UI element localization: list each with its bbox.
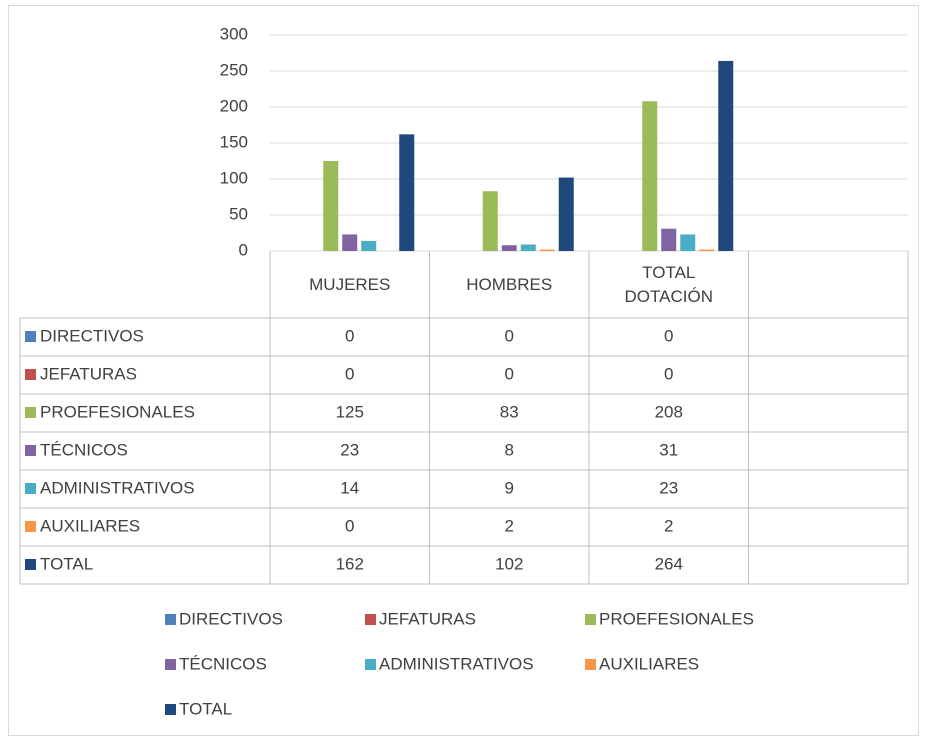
table-value: 0 — [664, 326, 673, 345]
table-row-label: DIRECTIVOS — [40, 326, 144, 345]
legend-swatch — [585, 659, 596, 670]
y-tick-label: 50 — [229, 204, 248, 223]
y-tick-label: 250 — [220, 60, 248, 79]
legend-swatch — [365, 614, 376, 625]
bar — [361, 240, 377, 251]
y-tick-label: 100 — [220, 168, 248, 187]
table-value: 0 — [664, 364, 673, 383]
table-value: 125 — [336, 402, 364, 421]
legend-label: TÉCNICOS — [179, 654, 267, 673]
table-row-label: AUXILIARES — [40, 516, 140, 535]
table-value: 2 — [505, 516, 514, 535]
table-value: 83 — [500, 402, 519, 421]
bar — [699, 249, 715, 251]
category-cell: HOMBRES — [466, 274, 553, 294]
y-tick-label: 150 — [220, 132, 248, 151]
legend-swatch — [25, 559, 36, 570]
x-tick-label: TOTAL DOTACIÓN — [624, 262, 713, 306]
legend-swatch — [165, 704, 176, 715]
x-tick-label: MUJERES — [309, 274, 391, 294]
bar — [642, 101, 658, 252]
table-row-label: TOTAL — [40, 554, 93, 573]
legend-label: TOTAL — [179, 699, 232, 718]
legend-swatch — [165, 614, 176, 625]
legend-swatch — [25, 445, 36, 456]
bar — [718, 60, 734, 251]
legend-swatch — [25, 407, 36, 418]
bar — [501, 245, 517, 251]
table-value: 23 — [340, 440, 359, 459]
table-row-label: ADMINISTRATIVOS — [40, 478, 195, 497]
legend-swatch — [585, 614, 596, 625]
bar — [520, 244, 536, 251]
table-value: 2 — [664, 516, 673, 535]
legend-swatch — [25, 521, 36, 532]
table-value: 162 — [336, 554, 364, 573]
table-value: 0 — [345, 516, 354, 535]
legend-swatch — [25, 369, 36, 380]
bar — [558, 177, 574, 251]
table-value: 0 — [345, 364, 354, 383]
category-cell: MUJERES — [309, 274, 391, 294]
table-value: 0 — [345, 326, 354, 345]
y-tick-label: 0 — [239, 240, 248, 259]
table-value: 23 — [659, 478, 678, 497]
category-cell: TOTAL DOTACIÓN — [624, 262, 713, 306]
x-tick-label: HOMBRES — [466, 274, 553, 294]
legend-swatch — [365, 659, 376, 670]
bar — [323, 161, 339, 251]
table-value: 31 — [659, 440, 678, 459]
legend-label: AUXILIARES — [599, 654, 699, 673]
y-tick-label: 200 — [220, 96, 248, 115]
table-value: 208 — [655, 402, 683, 421]
table-value: 14 — [340, 478, 359, 497]
table-row-label: TÉCNICOS — [40, 440, 128, 459]
legend-label: DIRECTIVOS — [179, 609, 283, 628]
table-value: 264 — [655, 554, 683, 573]
legend-swatch — [25, 331, 36, 342]
legend-label: PROEFESIONALES — [599, 609, 754, 628]
y-tick-label: 300 — [220, 24, 248, 43]
bar — [680, 234, 696, 251]
chart-frame — [8, 5, 919, 736]
table-value: 0 — [505, 364, 514, 383]
table-value: 102 — [495, 554, 523, 573]
legend-swatch — [165, 659, 176, 670]
legend-label: ADMINISTRATIVOS — [379, 654, 534, 673]
table-value: 8 — [505, 440, 514, 459]
bar — [539, 249, 555, 251]
bar — [399, 134, 415, 251]
bar — [342, 234, 358, 251]
bar — [482, 191, 498, 251]
table-row-label: JEFATURAS — [40, 364, 137, 383]
bar — [661, 228, 677, 251]
table-row-label: PROEFESIONALES — [40, 402, 195, 421]
legend-swatch — [25, 483, 36, 494]
table-value: 9 — [505, 478, 514, 497]
table-value: 0 — [505, 326, 514, 345]
legend-label: JEFATURAS — [379, 609, 476, 628]
